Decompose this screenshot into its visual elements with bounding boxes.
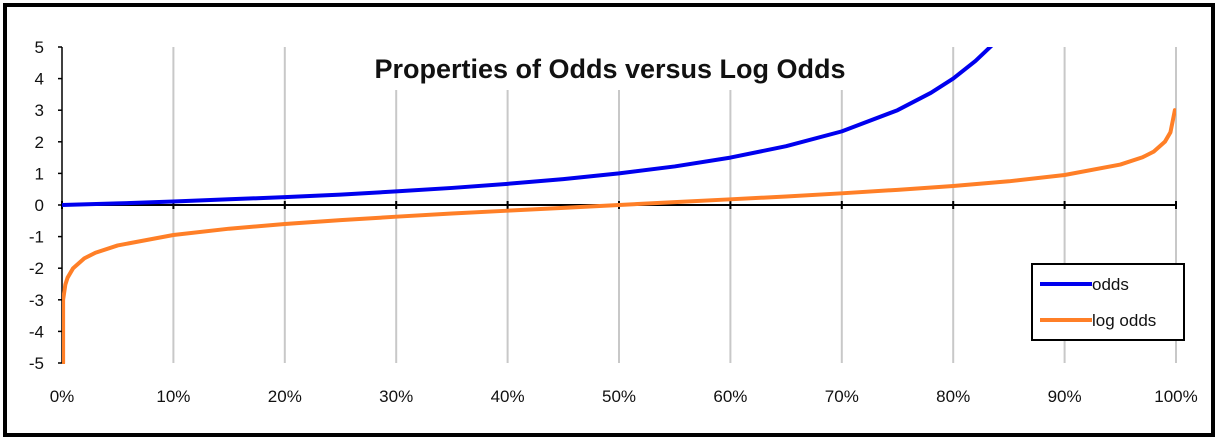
y-tick-label: -1	[29, 228, 44, 247]
y-tick-label: 3	[35, 101, 44, 120]
y-tick-label: -2	[29, 259, 44, 278]
x-tick-label: 50%	[602, 387, 636, 406]
y-tick-label: -4	[29, 322, 44, 341]
series-line-log-odds	[62, 108, 1176, 364]
title-background	[306, 44, 914, 90]
x-tick-label: 100%	[1154, 387, 1197, 406]
x-tick-label: 20%	[268, 387, 302, 406]
x-tick-label: 30%	[379, 387, 413, 406]
x-tick-label: 90%	[1048, 387, 1082, 406]
series-lines	[62, 47, 1176, 364]
chart-title: Properties of Odds versus Log Odds	[374, 54, 845, 84]
y-tick-label: -3	[29, 291, 44, 310]
y-tick-label: 4	[35, 70, 44, 89]
x-tick-label: 10%	[156, 387, 190, 406]
y-tick-label: 2	[35, 133, 44, 152]
x-tick-label: 0%	[50, 387, 75, 406]
legend: odds log odds	[1031, 263, 1185, 341]
y-tick-label: -5	[29, 354, 44, 373]
legend-label: log odds	[1092, 311, 1156, 330]
x-tick-label: 40%	[491, 387, 525, 406]
legend-label: odds	[1092, 275, 1129, 294]
y-tick-label: 1	[35, 164, 44, 183]
series-line-odds	[62, 47, 994, 207]
x-tick-label: 60%	[713, 387, 747, 406]
legend-box	[1031, 263, 1185, 341]
y-tick-label: 5	[35, 38, 44, 57]
x-tick-label: 70%	[825, 387, 859, 406]
y-tick-label: 0	[35, 196, 44, 215]
y-tick-labels: -5 -4 -3 -2 -1 0 1 2 3 4 5	[29, 38, 44, 373]
x-tick-label: 80%	[936, 387, 970, 406]
x-tick-labels: 0% 10% 20% 30% 40% 50% 60% 70% 80% 90% 100%	[50, 387, 1198, 406]
